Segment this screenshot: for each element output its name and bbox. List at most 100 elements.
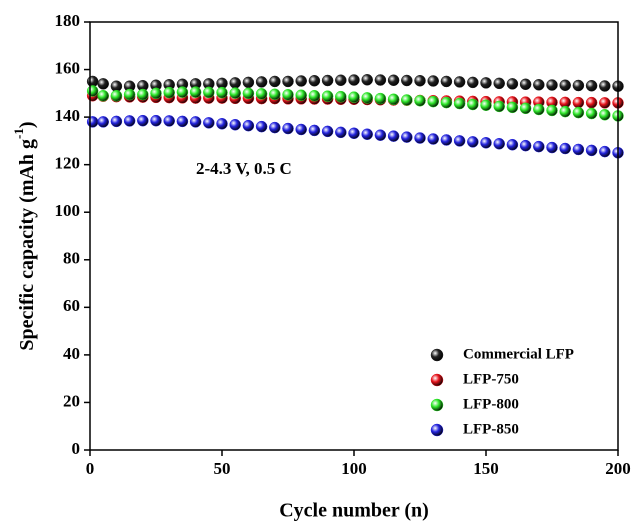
data-point <box>216 118 228 130</box>
data-point <box>308 74 321 87</box>
plot-marks <box>86 74 624 159</box>
data-point <box>176 86 189 98</box>
x-tick-label: 50 <box>214 459 231 478</box>
data-point <box>150 114 162 127</box>
data-point <box>599 108 611 121</box>
data-point <box>387 130 400 142</box>
data-point <box>308 124 321 137</box>
data-point <box>361 128 373 140</box>
data-point <box>427 133 439 145</box>
data-point <box>599 145 611 158</box>
legend-label: LFP-750 <box>463 371 519 387</box>
data-point <box>533 79 545 91</box>
data-point <box>348 127 360 140</box>
y-tick-label: 160 <box>55 58 81 77</box>
data-point <box>401 131 413 143</box>
data-point <box>506 78 519 90</box>
data-point <box>414 132 426 144</box>
data-point <box>137 114 149 127</box>
data-point <box>467 136 479 148</box>
data-point <box>401 94 413 106</box>
data-point <box>150 87 162 100</box>
data-point <box>480 99 492 111</box>
legend-marker <box>430 373 444 387</box>
data-point <box>295 89 307 101</box>
data-point <box>546 79 558 91</box>
data-point <box>97 78 109 90</box>
data-point <box>585 144 598 157</box>
data-point <box>480 77 492 89</box>
data-point <box>335 126 347 139</box>
data-point <box>255 76 268 88</box>
y-axis-title: Specific capacity (mAh g-1) <box>11 121 38 350</box>
data-point <box>559 105 571 118</box>
x-tick-label: 200 <box>605 459 631 478</box>
data-point <box>546 141 558 154</box>
data-point <box>335 74 347 87</box>
data-point <box>189 86 202 98</box>
data-point <box>348 91 360 103</box>
data-point <box>493 77 505 90</box>
y-tick-label: 80 <box>63 249 80 268</box>
data-point <box>229 77 241 89</box>
data-point <box>110 115 123 128</box>
data-point <box>348 74 360 86</box>
data-point <box>440 96 453 109</box>
data-point <box>559 79 571 91</box>
x-tick-label: 100 <box>341 459 367 478</box>
data-point <box>86 85 99 97</box>
data-point <box>216 86 228 99</box>
legend-label: LFP-800 <box>463 396 519 412</box>
data-point <box>203 86 215 99</box>
y-tick-label: 100 <box>55 201 81 220</box>
data-point <box>163 86 175 99</box>
data-point <box>269 121 281 134</box>
y-axis-title-end: ) <box>16 121 38 128</box>
data-point <box>374 74 387 86</box>
x-tick-label: 150 <box>473 459 499 478</box>
data-point <box>123 115 136 127</box>
y-tick-label: 20 <box>63 391 80 410</box>
y-axis-title-sup: -1 <box>11 128 26 139</box>
data-point <box>599 97 611 109</box>
data-point <box>203 117 215 129</box>
data-point <box>229 118 241 131</box>
data-point <box>242 76 255 89</box>
data-point <box>453 76 466 88</box>
data-point <box>585 96 598 109</box>
data-point <box>110 89 123 102</box>
data-point <box>97 116 109 128</box>
data-point <box>335 90 347 103</box>
data-point <box>599 80 611 92</box>
data-point <box>440 134 453 146</box>
data-point <box>308 89 321 102</box>
data-point <box>361 92 373 104</box>
data-point <box>572 143 585 156</box>
data-point <box>519 139 532 152</box>
y-axis-title-main: Specific capacity (mAh g <box>16 139 38 351</box>
data-point <box>533 103 545 116</box>
data-point <box>321 90 334 102</box>
legend-marker <box>430 398 444 412</box>
data-point <box>176 115 189 128</box>
data-point <box>97 89 109 102</box>
data-point <box>401 74 413 87</box>
data-point <box>269 75 281 88</box>
annotation: 2-4.3 V, 0.5 C <box>196 159 292 178</box>
data-point <box>189 116 202 128</box>
y-tick-label: 60 <box>63 296 80 315</box>
data-point <box>506 101 519 114</box>
data-point <box>374 129 387 141</box>
data-point <box>572 96 585 109</box>
data-point <box>321 74 334 87</box>
legend-marker <box>430 348 444 362</box>
data-point <box>321 125 334 138</box>
data-point <box>86 116 99 128</box>
y-tick-label: 0 <box>72 439 81 458</box>
data-point <box>453 97 466 110</box>
data-point <box>255 120 268 133</box>
data-point <box>255 88 268 100</box>
data-point <box>137 88 149 101</box>
